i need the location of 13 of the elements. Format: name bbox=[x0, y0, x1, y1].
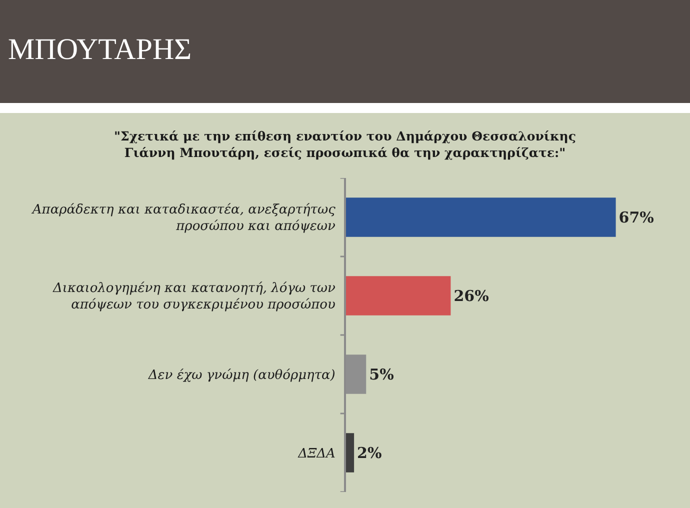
y-tick-label: ΔΞΔΑ bbox=[297, 446, 336, 462]
y-tick-label: Δικαιολογημένη και κατανοητή, λόγω των απόψεων του συγκεκριμένου προσώπου bbox=[52, 280, 336, 313]
data-label: 26% bbox=[454, 286, 489, 305]
data-label: 5% bbox=[369, 365, 394, 384]
data-label: 67% bbox=[618, 208, 654, 226]
data-label: 2% bbox=[357, 444, 382, 462]
bar bbox=[346, 276, 451, 316]
bar bbox=[346, 433, 354, 472]
y-tick-label: Δεν έχω γνώμη (αυθόρμητα) bbox=[147, 368, 336, 383]
chart-subtitle: "Σχετικά με την επίθεση εναντίον του Δημάρχου Θεσσαλονίκης Γιάννη Μπουτάρη, εσείς προσωπικά θα την χαρακτηρίζατε:" bbox=[114, 128, 576, 160]
text: ΜΠΟΥΤΑΡΗΣ bbox=[8, 32, 192, 68]
bar bbox=[346, 198, 616, 237]
y-tick-label: Απαράδεκτη και καταδικαστέα, ανεξαρτήτως προσώπου και απόψεων bbox=[31, 202, 336, 234]
